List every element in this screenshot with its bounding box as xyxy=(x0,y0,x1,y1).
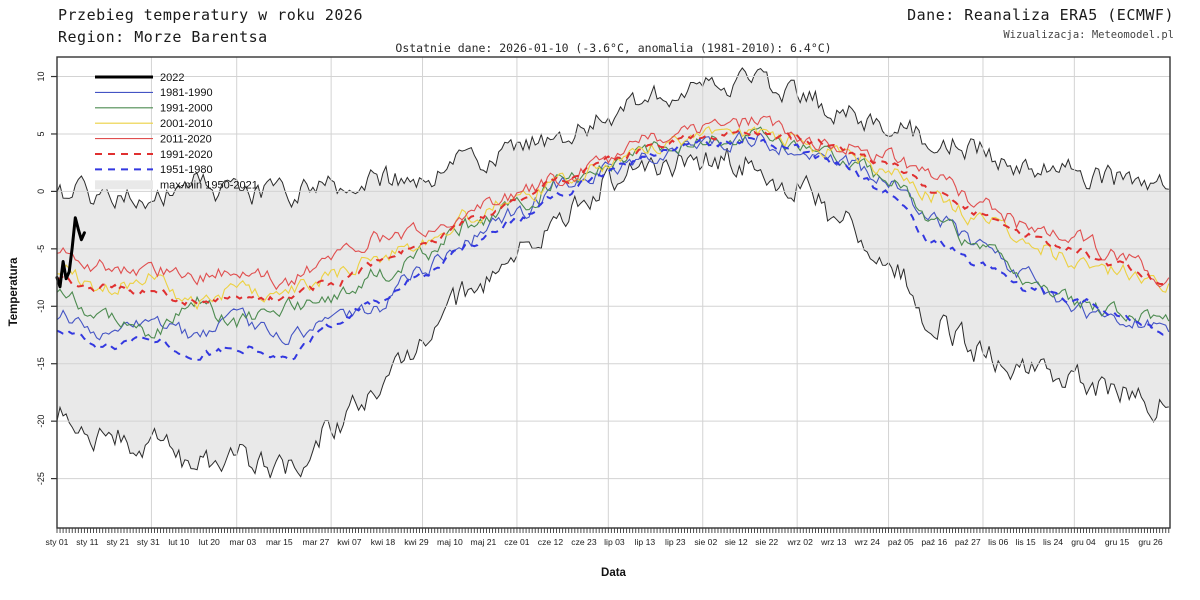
data-source-label: Dane: Reanaliza ERA5 (ECMWF) xyxy=(907,6,1174,24)
svg-text:lut 10: lut 10 xyxy=(168,537,189,547)
svg-text:0: 0 xyxy=(36,189,46,194)
svg-text:lip 03: lip 03 xyxy=(604,537,625,547)
svg-text:-5: -5 xyxy=(36,245,46,253)
svg-text:kwi 18: kwi 18 xyxy=(371,537,396,547)
x-axis-title: Data xyxy=(601,567,626,579)
plot-border xyxy=(56,56,1171,529)
svg-text:paź 16: paź 16 xyxy=(921,537,947,547)
visualization-credit: Wizualizacja: Meteomodel.pl xyxy=(1003,29,1174,41)
svg-text:sie 02: sie 02 xyxy=(694,537,717,547)
series-line-2001-2010 xyxy=(56,126,1170,311)
svg-text:sty 11: sty 11 xyxy=(76,537,99,547)
svg-text:lis 15: lis 15 xyxy=(1016,537,1036,547)
svg-text:cze 01: cze 01 xyxy=(504,537,530,547)
figure-title: Przebieg temperatury w roku 2026 xyxy=(58,6,363,24)
legend-label: 2001-2010 xyxy=(160,118,213,130)
svg-text:wrz 24: wrz 24 xyxy=(854,537,881,547)
svg-text:cze 12: cze 12 xyxy=(538,537,564,547)
last-data-subtitle: Ostatnie dane: 2026-01-10 (-3.6°C, anoma… xyxy=(395,41,832,55)
svg-text:maj 10: maj 10 xyxy=(437,537,463,547)
svg-text:-15: -15 xyxy=(36,357,46,370)
legend-label: 1991-2020 xyxy=(160,149,213,161)
legend-label-band: max-min 1950-2021 xyxy=(160,180,258,192)
svg-text:gru 04: gru 04 xyxy=(1071,537,1096,547)
svg-text:gru 15: gru 15 xyxy=(1105,537,1130,547)
svg-text:lis 06: lis 06 xyxy=(988,537,1008,547)
svg-text:-10: -10 xyxy=(36,300,46,313)
legend-label: 2022 xyxy=(160,72,184,84)
svg-text:5: 5 xyxy=(36,131,46,136)
svg-text:-20: -20 xyxy=(36,415,46,428)
svg-text:mar 03: mar 03 xyxy=(229,537,256,547)
series-line-2011-2020 xyxy=(56,115,1170,291)
svg-text:kwi 29: kwi 29 xyxy=(404,537,429,547)
series-line-1991-2020 xyxy=(56,129,1170,307)
legend-swatch-band xyxy=(95,180,153,190)
figure-region-subtitle: Region: Morze Barentsa xyxy=(58,28,268,46)
svg-text:lis 24: lis 24 xyxy=(1043,537,1063,547)
svg-text:gru 26: gru 26 xyxy=(1138,537,1163,547)
svg-text:wrz 13: wrz 13 xyxy=(820,537,847,547)
series-line-1951-1980 xyxy=(56,136,1170,361)
svg-text:sty 21: sty 21 xyxy=(106,537,129,547)
svg-text:lut 20: lut 20 xyxy=(199,537,220,547)
svg-text:cze 23: cze 23 xyxy=(571,537,597,547)
legend-label: 1951-1980 xyxy=(160,164,213,176)
svg-text:paź 05: paź 05 xyxy=(888,537,914,547)
minmax-band xyxy=(56,67,1169,480)
svg-text:sty 01: sty 01 xyxy=(46,537,69,547)
climatology-lines xyxy=(56,115,1170,361)
svg-text:kwi 07: kwi 07 xyxy=(337,537,362,547)
svg-text:sie 22: sie 22 xyxy=(755,537,778,547)
svg-text:10: 10 xyxy=(36,72,46,82)
svg-text:sty 31: sty 31 xyxy=(137,537,160,547)
svg-text:wrz 02: wrz 02 xyxy=(787,537,814,547)
y-axis: 10 5 0 -5 -10 -15 -20 -25 xyxy=(36,72,57,485)
svg-text:lip 13: lip 13 xyxy=(635,537,656,547)
legend-label: 1981-1990 xyxy=(160,87,213,99)
legend: 2022 1981-1990 1991-2000 2001-2010 2011-2020… xyxy=(95,72,258,192)
svg-text:mar 15: mar 15 xyxy=(266,537,293,547)
legend-label: 1991-2000 xyxy=(160,103,213,115)
legend-label: 2011-2020 xyxy=(160,133,212,145)
series-line-1991-2000 xyxy=(56,126,1170,339)
svg-text:paź 27: paź 27 xyxy=(955,537,981,547)
svg-text:-25: -25 xyxy=(36,472,46,485)
svg-text:sie 12: sie 12 xyxy=(725,537,748,547)
current-year-line xyxy=(55,216,86,289)
svg-text:maj 21: maj 21 xyxy=(471,537,497,547)
svg-text:lip 23: lip 23 xyxy=(665,537,686,547)
svg-text:mar 27: mar 27 xyxy=(303,537,330,547)
x-axis: sty 01 sty 11 sty 21 sty 31 lut 10 lut 20 mar … xyxy=(46,528,1170,547)
